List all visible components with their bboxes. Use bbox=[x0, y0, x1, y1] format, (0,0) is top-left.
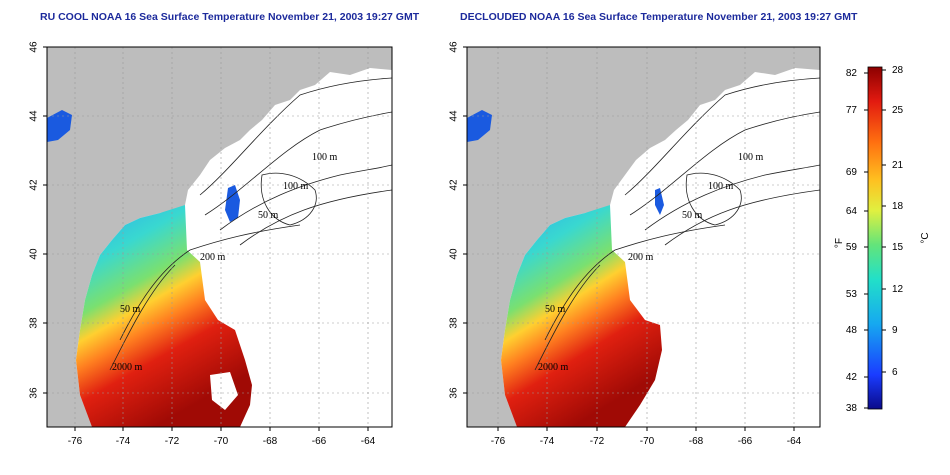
celsius-tick-label: 21 bbox=[892, 160, 904, 171]
right-map-axes: -76 -74 -72 -70 -68 -66 -64 36 38 40 42 44 46 bbox=[449, 41, 802, 447]
fahrenheit-axis-label: °F bbox=[834, 238, 845, 248]
y-tick-label: 46 bbox=[29, 41, 40, 53]
left-map-axes: -76 -74 -72 -70 -68 -66 -64 36 38 40 42 44 46 bbox=[29, 41, 376, 447]
fahrenheit-tick-label: 38 bbox=[846, 403, 858, 414]
celsius-axis-label: °C bbox=[920, 232, 931, 243]
contour-label: 200 m bbox=[200, 252, 226, 263]
fahrenheit-tick-label: 69 bbox=[846, 167, 858, 178]
contour-label: 100 m bbox=[708, 181, 734, 192]
grid-lines bbox=[467, 47, 820, 427]
contour-label: 200 m bbox=[628, 252, 654, 263]
x-tick-label: -72 bbox=[590, 436, 605, 447]
contour-label: 50 m bbox=[682, 210, 703, 221]
x-tick-label: -68 bbox=[263, 436, 278, 447]
celsius-tick-label: 6 bbox=[892, 367, 898, 378]
x-tick-label: -74 bbox=[116, 436, 131, 447]
fahrenheit-tick-label: 64 bbox=[846, 206, 858, 217]
fahrenheit-tick-label: 59 bbox=[846, 242, 858, 253]
x-tick-label: -70 bbox=[214, 436, 229, 447]
y-tick-label: 44 bbox=[29, 110, 40, 122]
contour-label: 100 m bbox=[312, 152, 338, 163]
fahrenheit-tick-label: 42 bbox=[846, 372, 858, 383]
celsius-tick-label: 18 bbox=[892, 201, 904, 212]
fahrenheit-tick-label: 77 bbox=[846, 105, 858, 116]
colorbar: 82 77 69 64 59 53 48 42 38 28 25 21 18 15 12 9 6 °F °C bbox=[834, 65, 931, 414]
y-tick-label: 36 bbox=[449, 387, 460, 399]
great-lakes-water bbox=[467, 110, 492, 142]
y-tick-label: 40 bbox=[29, 248, 40, 260]
sst-field bbox=[76, 205, 252, 427]
y-tick-label: 44 bbox=[449, 110, 460, 122]
contour-label: 50 m bbox=[120, 304, 141, 315]
y-tick-label: 40 bbox=[449, 248, 460, 260]
contour-label: 2000 m bbox=[112, 362, 143, 373]
right-map: 100 m 100 m 50 m 200 m 50 m 2000 m bbox=[466, 46, 821, 428]
bathymetry-contours bbox=[534, 77, 820, 371]
celsius-tick-label: 28 bbox=[892, 65, 904, 76]
x-tick-label: -64 bbox=[787, 436, 802, 447]
x-tick-label: -66 bbox=[312, 436, 327, 447]
y-tick-label: 36 bbox=[29, 387, 40, 399]
fahrenheit-tick-label: 53 bbox=[846, 289, 858, 300]
contour-label: 2000 m bbox=[538, 362, 569, 373]
contour-label: 100 m bbox=[283, 181, 309, 192]
contour-label: 50 m bbox=[545, 304, 566, 315]
left-map: 100 m 100 m 50 m 200 m 50 m 2000 m bbox=[46, 46, 393, 428]
y-tick-label: 42 bbox=[29, 179, 40, 191]
x-tick-label: -68 bbox=[689, 436, 704, 447]
fahrenheit-tick-label: 48 bbox=[846, 325, 858, 336]
celsius-tick-label: 12 bbox=[892, 284, 904, 295]
contour-label: 100 m bbox=[738, 152, 764, 163]
left-map-title: RU COOL NOAA 16 Sea Surface Temperature … bbox=[40, 11, 420, 23]
right-map-title: DECLOUDED NOAA 16 Sea Surface Temperatur… bbox=[460, 11, 858, 23]
x-tick-label: -66 bbox=[738, 436, 753, 447]
y-tick-label: 46 bbox=[449, 41, 460, 53]
y-tick-label: 42 bbox=[449, 179, 460, 191]
grid-lines bbox=[47, 47, 392, 427]
celsius-tick-label: 25 bbox=[892, 105, 904, 116]
x-tick-label: -76 bbox=[491, 436, 506, 447]
y-tick-label: 38 bbox=[449, 317, 460, 329]
bathymetry-contours bbox=[109, 77, 392, 371]
x-tick-label: -74 bbox=[540, 436, 555, 447]
great-lakes-water bbox=[47, 110, 72, 142]
celsius-tick-label: 15 bbox=[892, 242, 904, 253]
x-tick-label: -64 bbox=[361, 436, 376, 447]
land-mass bbox=[467, 47, 820, 427]
x-tick-label: -76 bbox=[68, 436, 83, 447]
x-tick-label: -70 bbox=[640, 436, 655, 447]
celsius-tick-label: 9 bbox=[892, 325, 898, 336]
y-tick-label: 38 bbox=[29, 317, 40, 329]
land-mass bbox=[47, 47, 392, 427]
contour-label: 50 m bbox=[258, 210, 279, 221]
colorbar-gradient bbox=[867, 66, 883, 410]
fahrenheit-tick-label: 82 bbox=[846, 68, 858, 79]
x-tick-label: -72 bbox=[165, 436, 180, 447]
sst-field bbox=[501, 205, 662, 427]
